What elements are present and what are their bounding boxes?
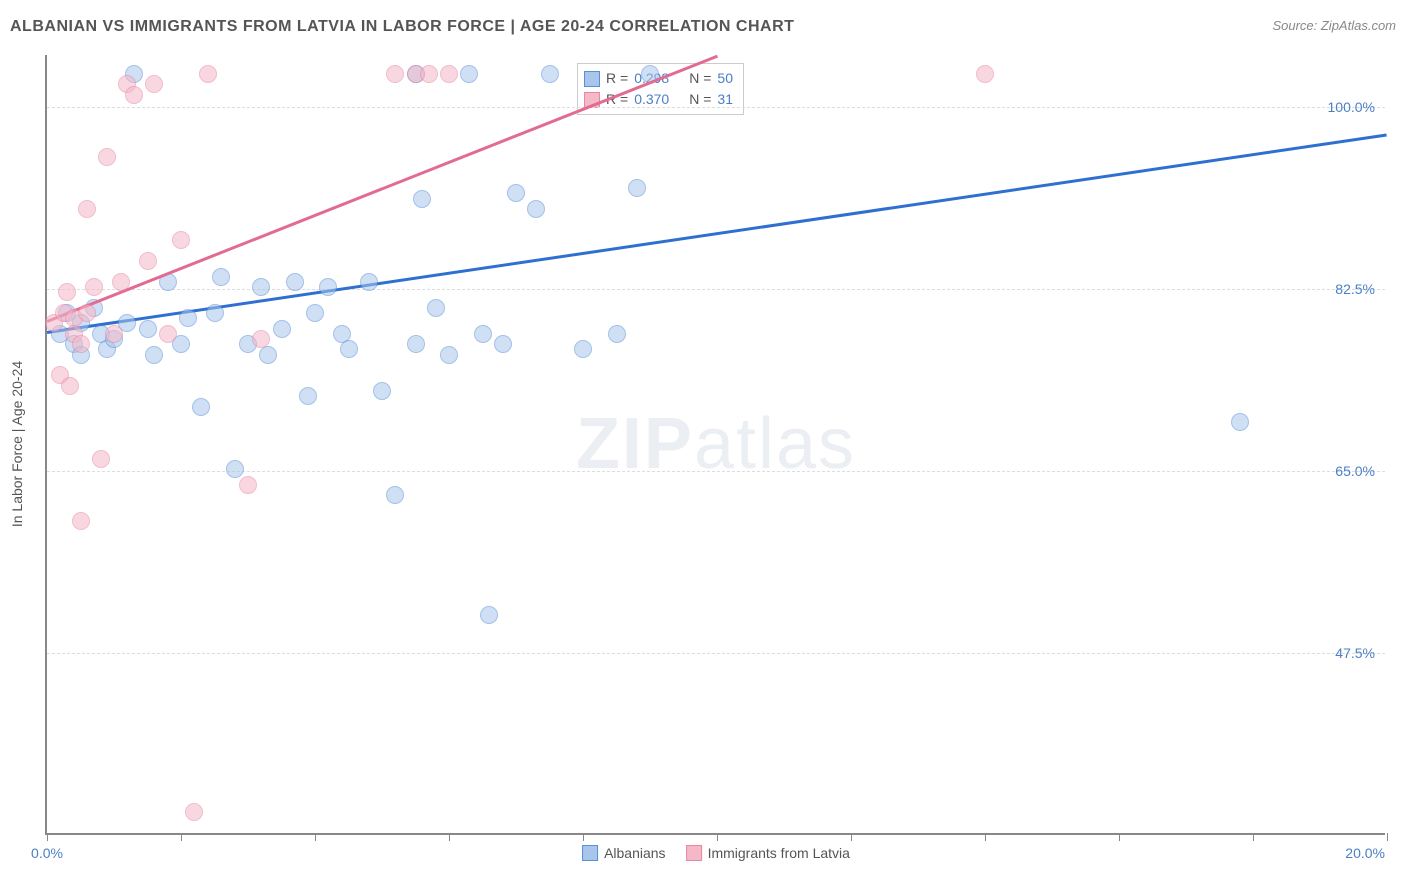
data-point — [206, 304, 224, 322]
legend-item: Immigrants from Latvia — [686, 845, 850, 861]
x-tick-label: 0.0% — [31, 845, 63, 861]
data-point — [172, 231, 190, 249]
legend-r-label: R = — [606, 68, 628, 89]
data-point — [72, 512, 90, 530]
data-point — [239, 476, 257, 494]
data-point — [98, 148, 116, 166]
gridline — [47, 107, 1385, 108]
data-point — [286, 273, 304, 291]
gridline — [47, 289, 1385, 290]
data-point — [1231, 413, 1249, 431]
data-point — [259, 346, 277, 364]
data-point — [474, 325, 492, 343]
data-point — [112, 273, 130, 291]
trend-line — [47, 133, 1387, 333]
data-point — [105, 325, 123, 343]
data-point — [976, 65, 994, 83]
x-tick — [583, 833, 584, 841]
x-tick — [1253, 833, 1254, 841]
data-point — [480, 606, 498, 624]
x-tick — [47, 833, 48, 841]
data-point — [440, 346, 458, 364]
x-tick — [449, 833, 450, 841]
data-point — [92, 450, 110, 468]
data-point — [252, 330, 270, 348]
data-point — [78, 304, 96, 322]
data-point — [507, 184, 525, 202]
data-point — [159, 325, 177, 343]
data-point — [527, 200, 545, 218]
data-point — [145, 75, 163, 93]
data-point — [199, 65, 217, 83]
data-point — [226, 460, 244, 478]
data-point — [61, 377, 79, 395]
y-tick-label: 100.0% — [1328, 99, 1375, 115]
x-tick — [181, 833, 182, 841]
data-point — [78, 200, 96, 218]
data-point — [460, 65, 478, 83]
data-point — [427, 299, 445, 317]
data-point — [386, 486, 404, 504]
scatter-plot: In Labor Force | Age 20-24 ZIPatlas R = … — [45, 55, 1385, 835]
y-tick-label: 82.5% — [1335, 281, 1375, 297]
data-point — [212, 268, 230, 286]
chart-title: ALBANIAN VS IMMIGRANTS FROM LATVIA IN LA… — [10, 18, 794, 35]
data-point — [139, 252, 157, 270]
data-point — [299, 387, 317, 405]
data-point — [192, 398, 210, 416]
data-point — [541, 65, 559, 83]
data-point — [386, 65, 404, 83]
x-tick — [1119, 833, 1120, 841]
data-point — [407, 335, 425, 353]
data-point — [179, 309, 197, 327]
data-point — [574, 340, 592, 358]
data-point — [373, 382, 391, 400]
x-tick-label: 20.0% — [1345, 845, 1385, 861]
data-point — [608, 325, 626, 343]
legend-n-value: 50 — [717, 68, 733, 89]
data-point — [72, 335, 90, 353]
data-point — [252, 278, 270, 296]
data-point — [420, 65, 438, 83]
x-tick — [1387, 833, 1388, 841]
series-legend: Albanians Immigrants from Latvia — [582, 845, 850, 861]
gridline — [47, 471, 1385, 472]
data-point — [273, 320, 291, 338]
data-point — [628, 179, 646, 197]
data-point — [413, 190, 431, 208]
x-tick — [717, 833, 718, 841]
gridline — [47, 653, 1385, 654]
x-tick — [985, 833, 986, 841]
data-point — [139, 320, 157, 338]
data-point — [125, 86, 143, 104]
y-tick-label: 47.5% — [1335, 645, 1375, 661]
legend-label: Immigrants from Latvia — [708, 845, 850, 861]
data-point — [360, 273, 378, 291]
data-point — [185, 803, 203, 821]
legend-swatch — [686, 845, 702, 861]
watermark: ZIPatlas — [576, 403, 856, 485]
legend-n-label: N = — [689, 68, 711, 89]
data-point — [306, 304, 324, 322]
y-tick-label: 65.0% — [1335, 463, 1375, 479]
data-point — [58, 283, 76, 301]
data-point — [340, 340, 358, 358]
legend-label: Albanians — [604, 845, 666, 861]
data-point — [494, 335, 512, 353]
data-point — [319, 278, 337, 296]
legend-swatch — [582, 845, 598, 861]
x-tick — [851, 833, 852, 841]
data-point — [440, 65, 458, 83]
legend-item: Albanians — [582, 845, 666, 861]
data-point — [145, 346, 163, 364]
source-label: Source: ZipAtlas.com — [1272, 18, 1396, 33]
data-point — [85, 278, 103, 296]
legend-swatch — [584, 71, 600, 87]
x-tick — [315, 833, 316, 841]
y-axis-label: In Labor Force | Age 20-24 — [9, 361, 25, 527]
